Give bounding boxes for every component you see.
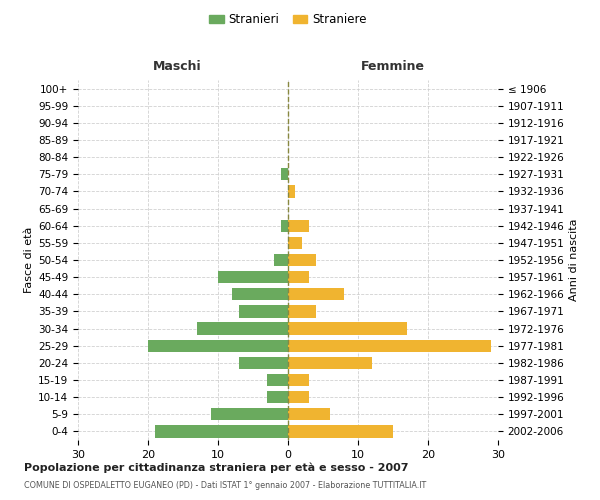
Bar <box>288 391 309 404</box>
Bar <box>239 306 288 318</box>
Bar <box>148 340 288 352</box>
Bar <box>288 236 302 249</box>
Text: Femmine: Femmine <box>361 60 425 72</box>
Bar <box>197 322 288 334</box>
Bar <box>288 220 309 232</box>
Bar <box>218 271 288 283</box>
Bar <box>155 426 288 438</box>
Bar <box>288 426 393 438</box>
Text: Popolazione per cittadinanza straniera per età e sesso - 2007: Popolazione per cittadinanza straniera p… <box>24 462 409 473</box>
Text: COMUNE DI OSPEDALETTO EUGANEO (PD) - Dati ISTAT 1° gennaio 2007 - Elaborazione T: COMUNE DI OSPEDALETTO EUGANEO (PD) - Dat… <box>24 481 426 490</box>
Text: Maschi: Maschi <box>152 60 202 72</box>
Bar <box>288 271 309 283</box>
Bar <box>288 408 330 420</box>
Bar <box>267 391 288 404</box>
Bar <box>288 322 407 334</box>
Bar <box>211 408 288 420</box>
Bar <box>281 168 288 180</box>
Bar <box>288 356 372 369</box>
Bar <box>274 254 288 266</box>
Bar <box>288 186 295 198</box>
Bar <box>267 374 288 386</box>
Y-axis label: Fasce di età: Fasce di età <box>24 227 34 293</box>
Legend: Stranieri, Straniere: Stranieri, Straniere <box>205 8 371 31</box>
Bar <box>288 288 344 300</box>
Y-axis label: Anni di nascita: Anni di nascita <box>569 219 578 301</box>
Bar <box>239 356 288 369</box>
Bar <box>232 288 288 300</box>
Bar <box>281 220 288 232</box>
Bar <box>288 306 316 318</box>
Bar <box>288 374 309 386</box>
Bar <box>288 340 491 352</box>
Bar <box>288 254 316 266</box>
